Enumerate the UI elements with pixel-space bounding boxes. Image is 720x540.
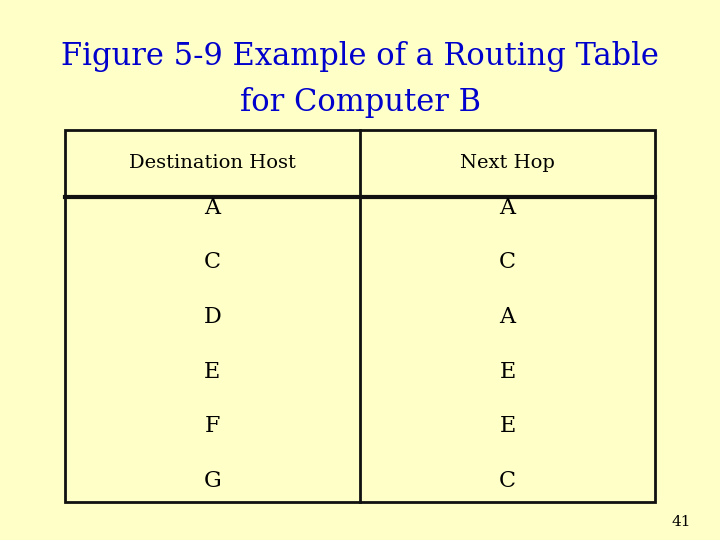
Text: for Computer B: for Computer B (240, 87, 480, 118)
Text: E: E (500, 415, 516, 437)
Text: Destination Host: Destination Host (129, 154, 296, 172)
Text: Next Hop: Next Hop (460, 154, 555, 172)
Text: Figure 5-9 Example of a Routing Table: Figure 5-9 Example of a Routing Table (61, 41, 659, 72)
Text: A: A (500, 306, 516, 328)
Text: D: D (204, 306, 221, 328)
Text: G: G (204, 470, 221, 491)
Bar (65, 130, 655, 502)
Text: A: A (204, 197, 220, 219)
Text: E: E (500, 361, 516, 382)
Text: A: A (500, 197, 516, 219)
Text: F: F (204, 415, 220, 437)
Text: C: C (499, 470, 516, 491)
Text: C: C (204, 252, 221, 273)
Text: E: E (204, 361, 220, 382)
Text: C: C (499, 252, 516, 273)
Text: 41: 41 (672, 515, 691, 529)
